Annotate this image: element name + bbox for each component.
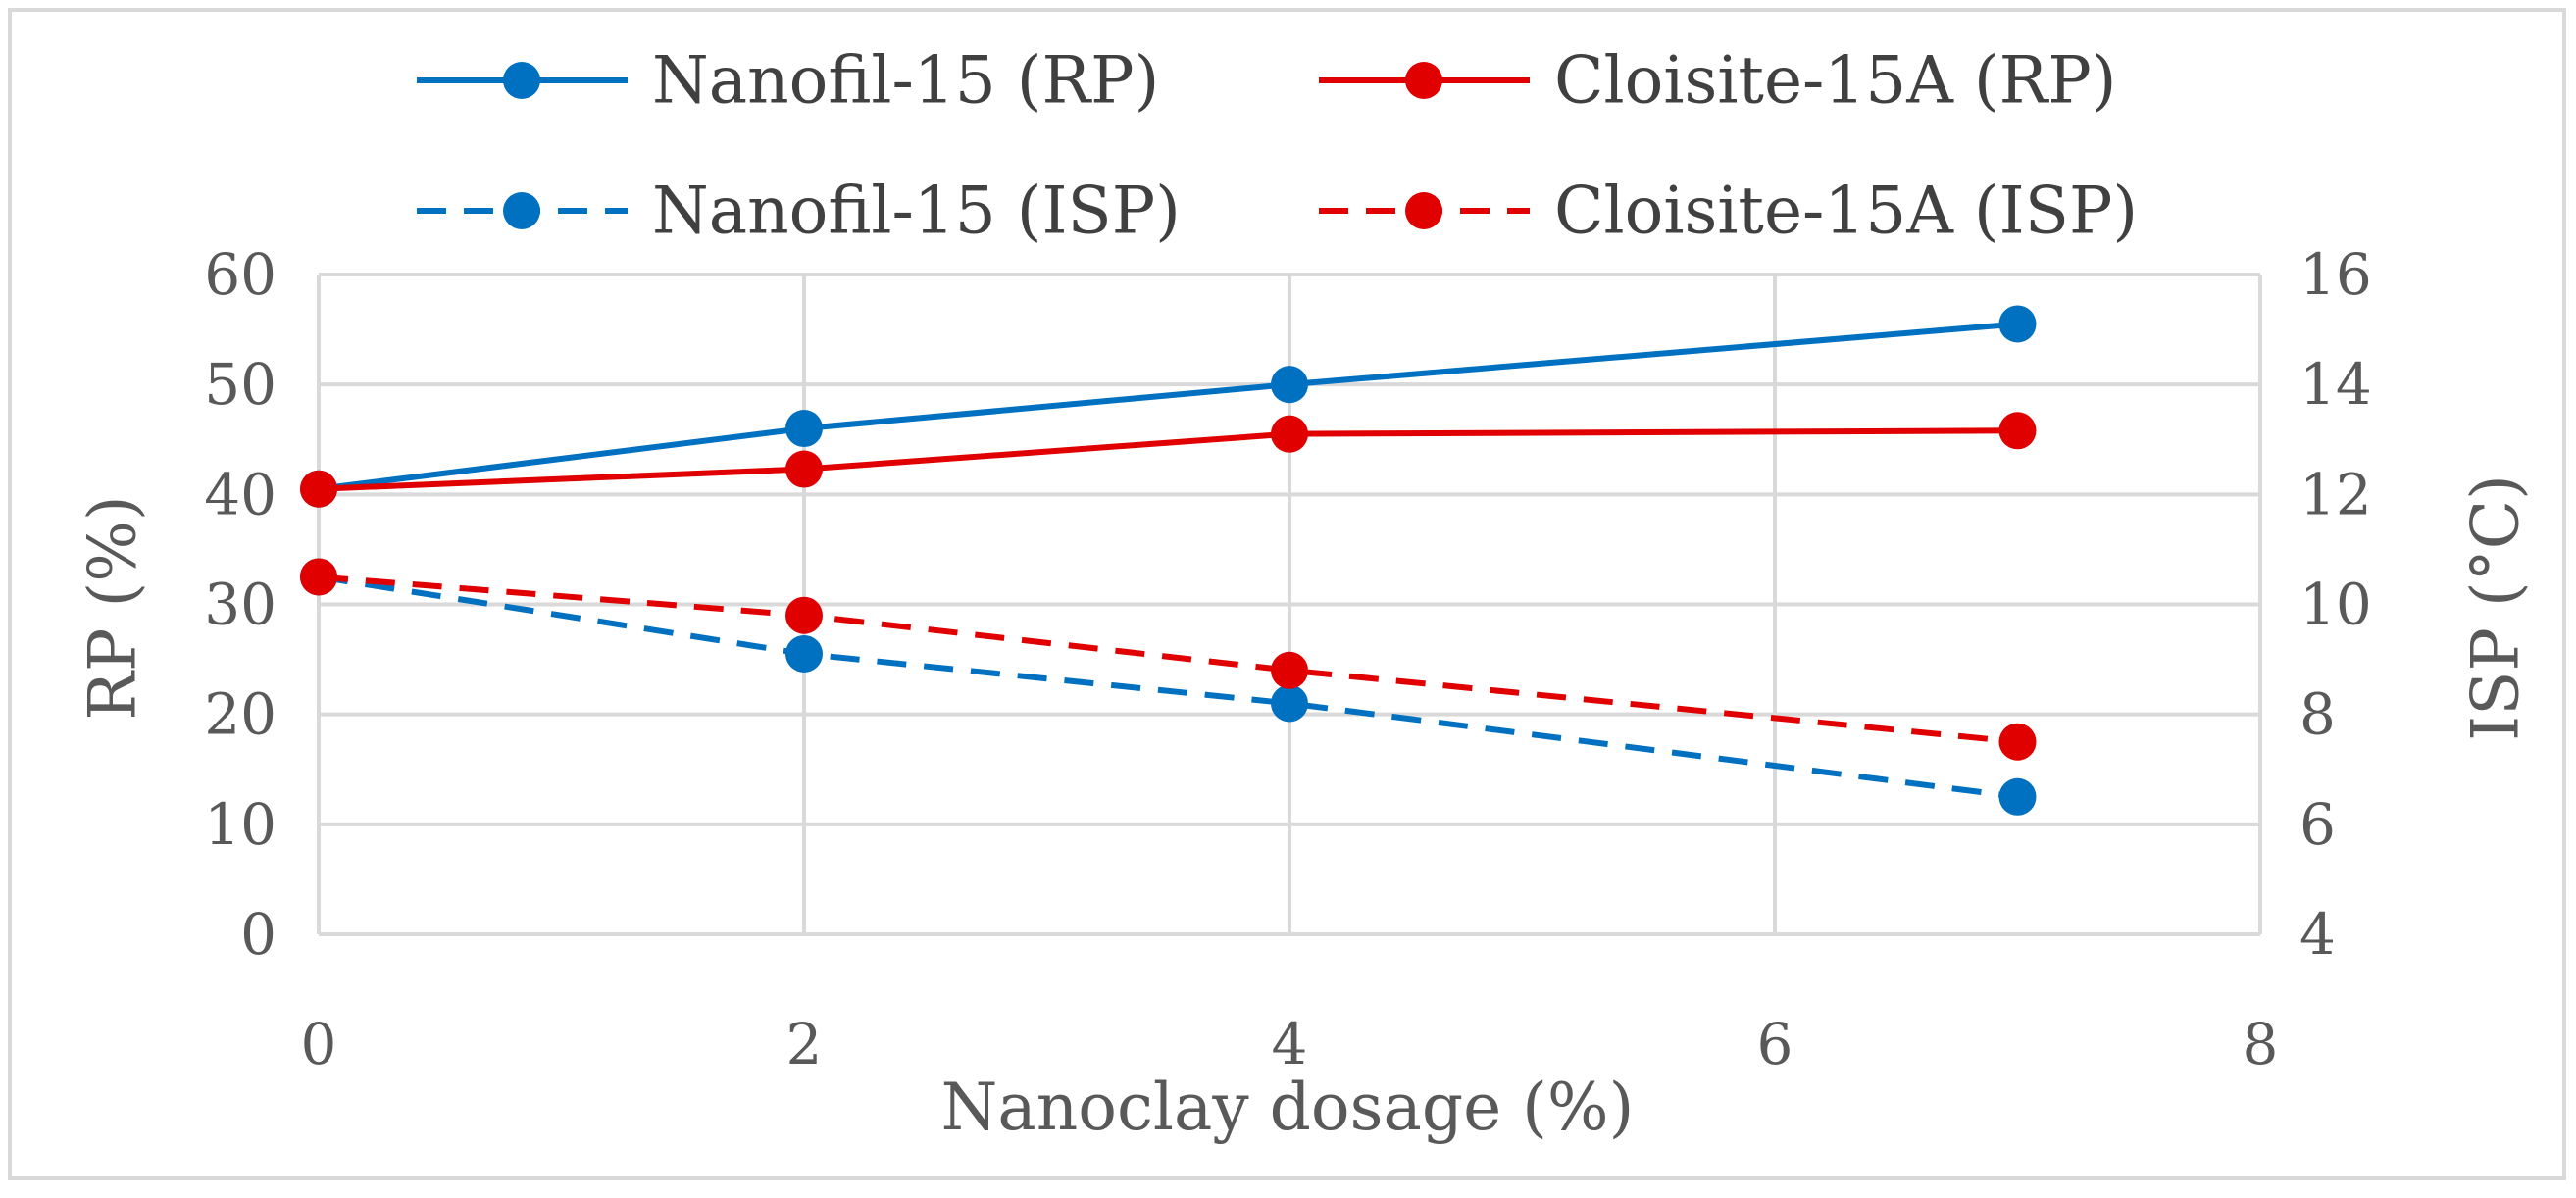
y-tick-label: 60: [204, 241, 277, 308]
data-point: [1998, 412, 2037, 450]
legend-swatch-marker: [1405, 62, 1442, 99]
data-point: [1271, 651, 1308, 689]
x-tick-label: 4: [1272, 1011, 1308, 1077]
legend-swatch-marker: [503, 192, 540, 229]
y2-tick-label: 6: [2299, 791, 2336, 858]
data-point: [1998, 305, 2037, 343]
legend-item: Nanofil-15 (RP): [417, 43, 1159, 119]
data-point: [1271, 366, 1308, 404]
chart-border: [8, 8, 2566, 1180]
y2-tick-label: 4: [2299, 901, 2336, 968]
axes: 0 10 20 30 40 50 60 4 6 8 10 12 14 16 0 2 4 6 8: [204, 241, 2372, 1077]
series-line: [318, 321, 2018, 492]
legend-label: Nanofil-15 (ISP): [652, 174, 1181, 249]
series-group: [300, 305, 2037, 816]
x-tick-label: 6: [1757, 1011, 1793, 1077]
data-point: [1998, 723, 2037, 761]
x-axis-title: Nanoclay dosage (%): [941, 1070, 1635, 1145]
y-tick-label: 10: [204, 791, 277, 858]
legend: Nanofil-15 (RP) Cloisite-15A (RP) Nanofil-…: [417, 43, 2138, 249]
legend-item: Cloisite-15A (ISP): [1319, 174, 2138, 249]
data-point: [1271, 415, 1308, 453]
y-tick-label: 40: [204, 461, 277, 527]
y-axis-title: RP (%): [76, 495, 151, 720]
series-line: [318, 574, 2018, 745]
data-point: [785, 410, 823, 448]
legend-label: Cloisite-15A (ISP): [1554, 174, 2138, 249]
legend-label: Nanofil-15 (RP): [652, 43, 1159, 119]
x-tick-label: 2: [786, 1011, 823, 1077]
legend-label: Cloisite-15A (RP): [1554, 43, 2117, 119]
y2-tick-label: 10: [2299, 572, 2372, 638]
series-line: [318, 427, 2018, 492]
x-tick-label: 0: [301, 1011, 337, 1077]
data-point: [785, 450, 823, 488]
y2-tick-label: 12: [2299, 461, 2372, 527]
series-cloisite-15a-rp: [300, 412, 2037, 508]
y-tick-label: 50: [204, 351, 277, 418]
data-point: [300, 558, 337, 596]
data-point: [1998, 777, 2037, 816]
legend-item: Nanofil-15 (ISP): [417, 174, 1181, 249]
y2-axis-title: ISP (°C): [2458, 474, 2534, 741]
y-tick-label: 0: [240, 901, 277, 968]
data-point: [785, 634, 823, 673]
data-point: [300, 470, 337, 508]
y2-tick-label: 16: [2299, 241, 2372, 308]
y-tick-label: 20: [204, 681, 277, 748]
legend-item: Cloisite-15A (RP): [1319, 43, 2117, 119]
x-tick-label: 8: [2243, 1011, 2279, 1077]
legend-swatch-marker: [1405, 192, 1442, 229]
y2-tick-label: 14: [2299, 351, 2372, 418]
series-line: [318, 574, 2018, 800]
data-point: [1271, 684, 1308, 723]
y2-tick-label: 8: [2299, 681, 2336, 748]
y-tick-label: 30: [204, 572, 277, 638]
legend-swatch-marker: [503, 62, 540, 99]
data-point: [785, 596, 823, 634]
series-cloisite-15a-isp: [300, 558, 2037, 761]
series-nanofil-15-isp: [300, 558, 2037, 816]
